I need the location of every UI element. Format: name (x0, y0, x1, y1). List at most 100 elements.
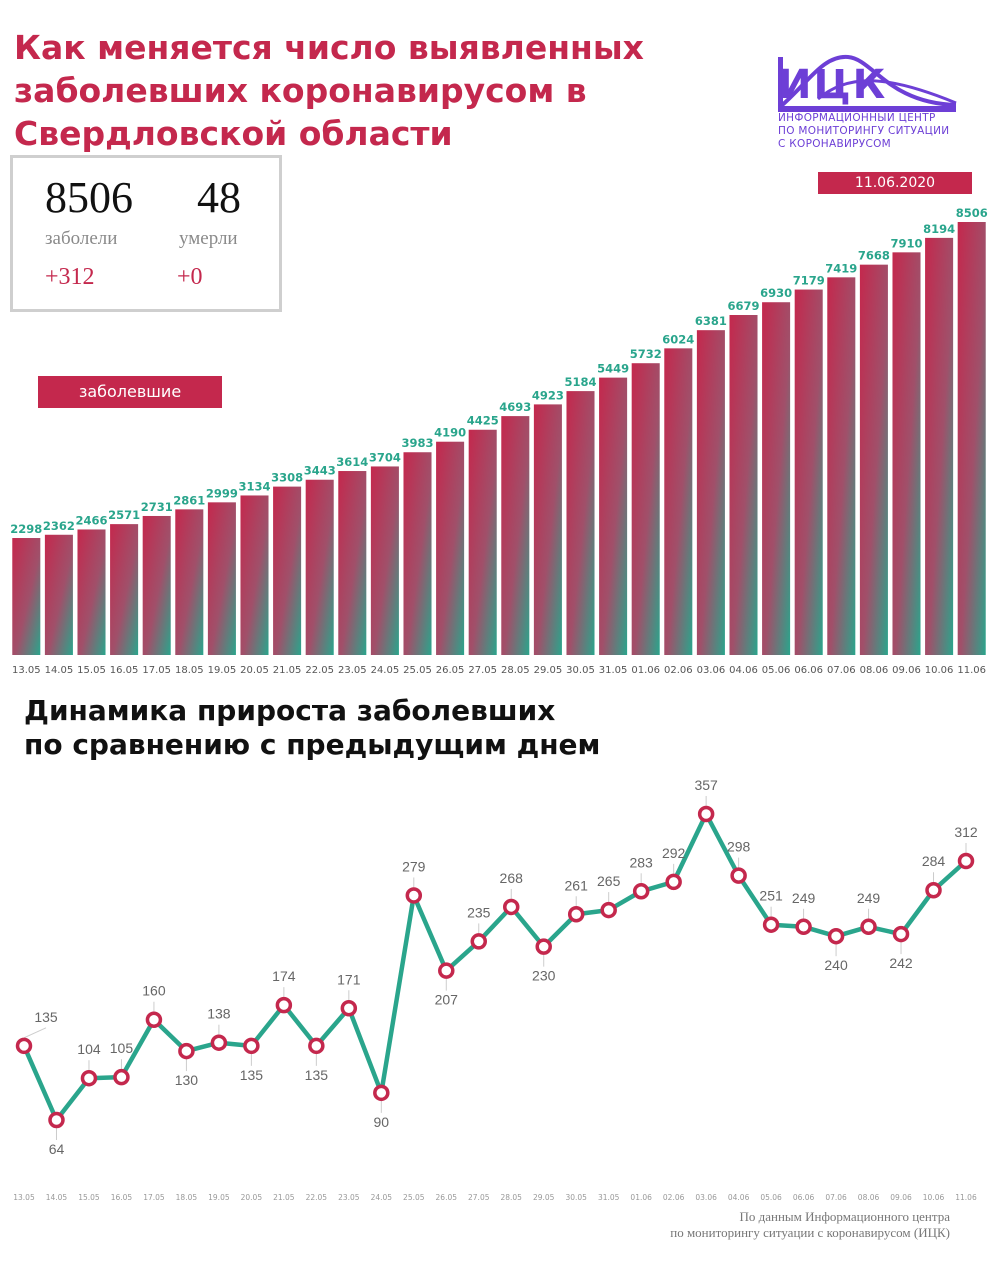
bar-tick-label: 24.05 (371, 665, 400, 676)
bar-value-label: 7419 (825, 261, 857, 275)
point-value-label: 105 (110, 1040, 134, 1056)
bar-value-label: 7910 (890, 236, 922, 250)
point-30.05 (567, 906, 585, 923)
bar-tick-label: 21.05 (273, 665, 302, 676)
bar-15.05 (77, 529, 106, 655)
point-value-label: 138 (207, 1006, 231, 1022)
bar-05.06 (762, 302, 791, 655)
stats-box: 8506 48 заболели умерли +312 +0 (10, 155, 282, 312)
bar-31.05 (599, 377, 628, 655)
bar-value-label: 3443 (304, 464, 336, 478)
bar-value-label: 8506 (956, 206, 988, 220)
point-value-label: 240 (824, 957, 848, 973)
point-value-label: 292 (662, 845, 686, 861)
point-value-label: 357 (694, 777, 718, 793)
point-28.05 (502, 898, 520, 916)
logo-sub-line: ПО МОНИТОРИНГУ СИТУАЦИИ (778, 125, 950, 137)
bar-tick-label: 17.05 (142, 665, 171, 676)
line-tick-label: 16.05 (111, 1193, 133, 1202)
date-badge: 11.06.2020 (818, 172, 972, 194)
point-31.05 (600, 901, 617, 919)
point-01.06 (632, 883, 650, 900)
point-15.05 (80, 1069, 98, 1087)
bar-tick-label: 15.05 (77, 665, 106, 676)
line-tick-label: 05.06 (760, 1193, 782, 1202)
cases-total: 8506 (45, 173, 133, 222)
bar-value-label: 5449 (597, 362, 629, 376)
point-06.06 (795, 918, 812, 936)
bar-30.05 (566, 391, 595, 655)
bar-tick-label: 06.06 (794, 665, 823, 676)
bar-value-label: 3134 (238, 479, 270, 493)
bar-tick-label: 14.05 (45, 665, 74, 676)
line-tick-label: 27.05 (468, 1193, 490, 1202)
line-tick-label: 29.05 (533, 1193, 555, 1202)
point-14.05 (48, 1111, 65, 1129)
bar-04.06 (729, 315, 758, 655)
bar-value-label: 2999 (206, 486, 238, 500)
cases-label: заболели (45, 228, 118, 249)
subtitle-line-2: по сравнению с предыдущим днем (24, 728, 601, 761)
point-05.06 (762, 916, 780, 933)
bar-value-label: 4425 (467, 414, 499, 428)
bar-value-label: 7179 (793, 274, 825, 288)
bar-23.05 (338, 471, 367, 655)
source-line: по мониторингу ситуации с коронавирусом … (670, 1225, 950, 1240)
line-tick-label: 08.06 (858, 1193, 880, 1202)
point-value-label: 251 (759, 888, 783, 904)
logo-sub-line: С КОРОНАВИРУСОМ (778, 138, 892, 150)
point-19.05 (210, 1034, 228, 1051)
bar-tick-label: 07.06 (827, 665, 856, 676)
line-tick-label: 11.06 (955, 1193, 977, 1202)
bar-value-label: 2298 (10, 522, 42, 536)
bar-11.06 (957, 222, 986, 655)
point-16.05 (113, 1068, 130, 1086)
point-value-label: 279 (402, 858, 426, 874)
bar-tick-label: 13.05 (12, 665, 41, 676)
line-chart: 135 13.05 64 14.05 104 15.05 105 16.05 160 17.05 1… (13, 777, 978, 1202)
bar-tick-label: 08.06 (860, 665, 889, 676)
point-value-label: 171 (337, 971, 361, 987)
line-tick-label: 10.06 (923, 1193, 945, 1202)
bar-27.05 (468, 429, 497, 655)
bar-18.05 (175, 509, 204, 655)
bar-tick-label: 11.06 (957, 665, 986, 676)
line-tick-label: 24.05 (371, 1193, 393, 1202)
point-value-label: 130 (175, 1072, 199, 1088)
line-tick-label: 25.05 (403, 1193, 425, 1202)
logo-wave-icon (778, 54, 957, 112)
point-value-label: 284 (922, 853, 946, 869)
line-tick-label: 07.06 (825, 1193, 847, 1202)
point-10.06 (925, 881, 942, 899)
bar-value-label: 6930 (760, 286, 792, 300)
line-tick-label: 02.06 (663, 1193, 685, 1202)
point-24.05 (373, 1084, 390, 1102)
point-value-label: 230 (532, 968, 556, 984)
point-value-label: 249 (857, 890, 881, 906)
bar-tick-label: 09.06 (892, 665, 921, 676)
point-value-label: 160 (142, 983, 166, 999)
point-23.05 (340, 1000, 358, 1017)
deaths-delta: +0 (177, 264, 203, 290)
bar-value-label: 2571 (108, 508, 140, 522)
line-tick-label: 18.05 (176, 1193, 198, 1202)
bar-value-label: 4190 (434, 426, 466, 440)
logo-text: ИЦК (778, 62, 888, 108)
point-02.06 (665, 873, 682, 891)
title-line-2: заболевших коронавирусом в (14, 71, 587, 110)
point-07.06 (827, 927, 845, 945)
line-tick-label: 17.05 (143, 1193, 165, 1202)
point-leader-line (23, 1027, 47, 1039)
bar-tick-label: 19.05 (208, 665, 237, 676)
bar-tick-label: 10.06 (925, 665, 954, 676)
bar-value-label: 5184 (564, 375, 596, 389)
bar-03.06 (696, 330, 725, 655)
bar-24.05 (370, 466, 399, 655)
bar-tick-label: 20.05 (240, 665, 269, 676)
bar-08.06 (859, 264, 888, 655)
bar-02.06 (664, 348, 693, 655)
bar-29.05 (533, 404, 562, 655)
point-value-label: 242 (889, 955, 913, 971)
line-tick-label: 13.05 (13, 1193, 35, 1202)
bar-value-label: 3308 (271, 471, 303, 485)
